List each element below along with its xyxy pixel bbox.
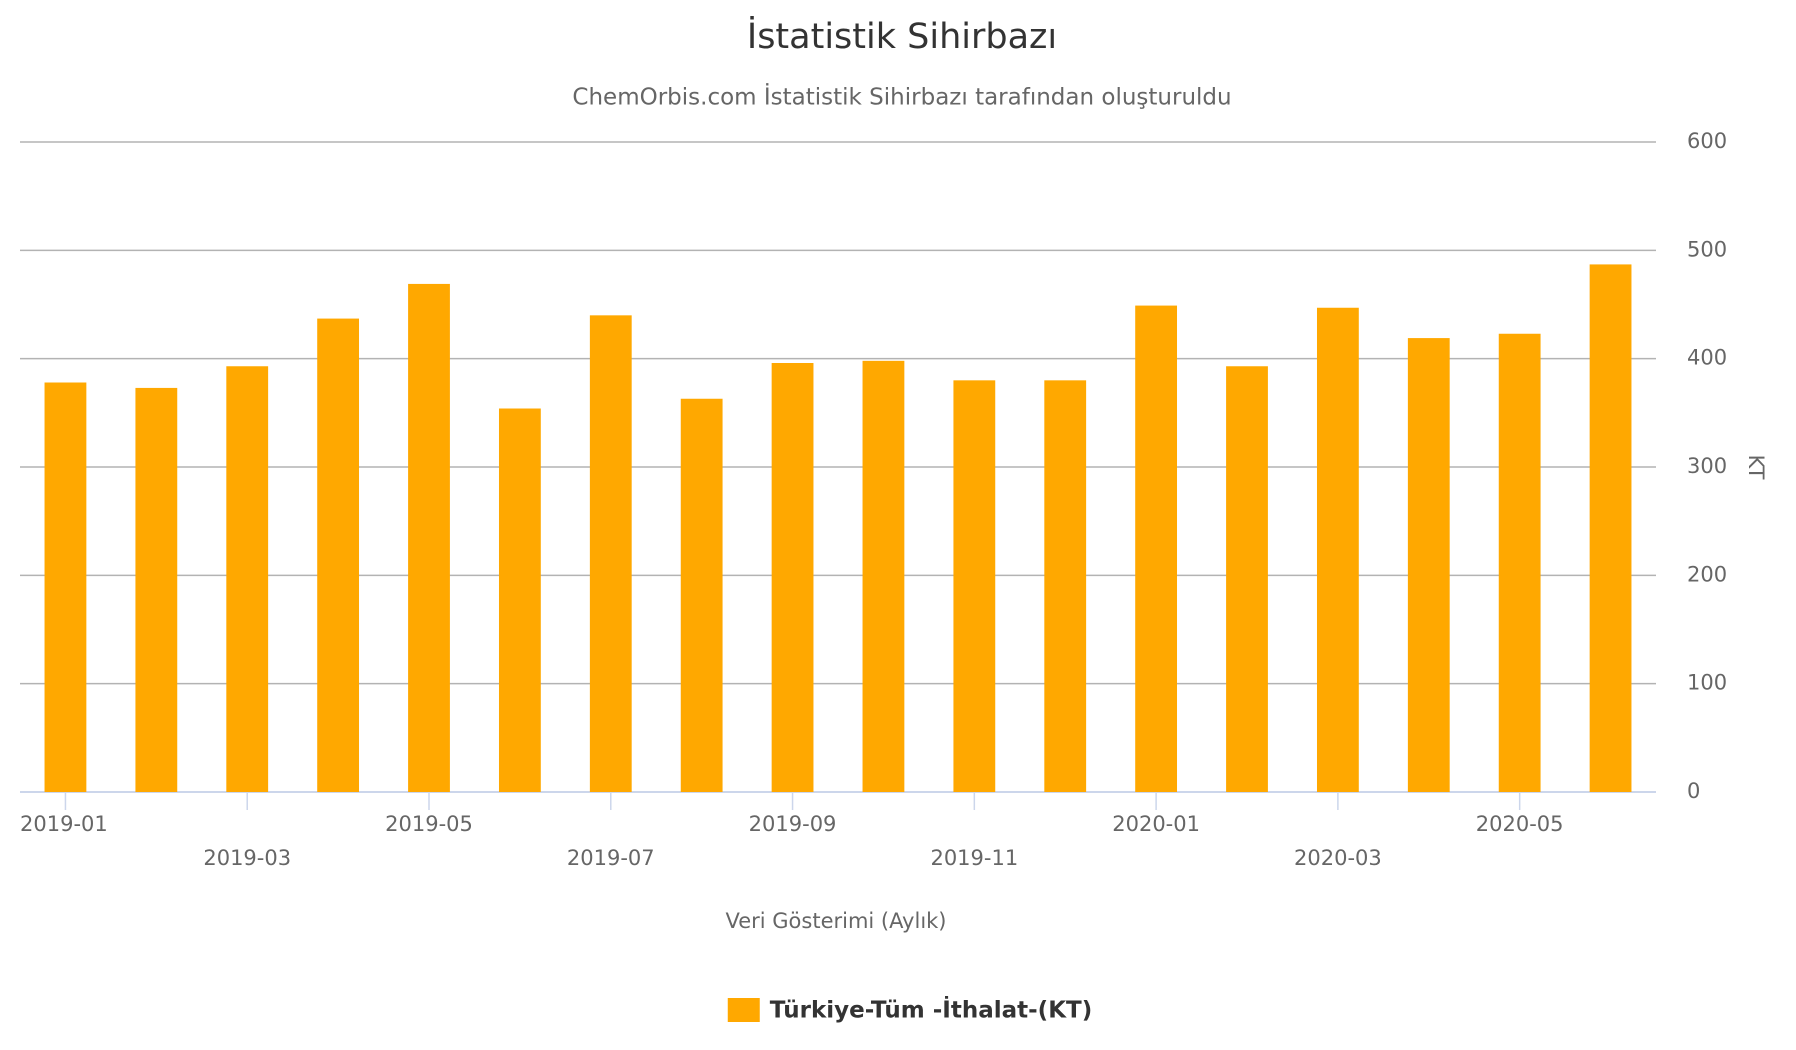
bar — [771, 363, 814, 792]
bar — [589, 315, 632, 792]
bar — [317, 318, 360, 792]
x-tick-label: 2020-05 — [1476, 812, 1564, 836]
y-tick-label: 100 — [1687, 671, 1727, 695]
bar — [1316, 307, 1359, 792]
x-tick-label: 2019-11 — [930, 846, 1018, 870]
bar — [1044, 380, 1087, 792]
x-tick-label: 2020-01 — [1112, 812, 1200, 836]
bar — [408, 283, 450, 792]
bar — [1498, 333, 1541, 792]
chart-title: İstatistik Sihirbazı — [747, 15, 1057, 57]
x-tick-label: 2019-03 — [203, 846, 291, 870]
y-tick-label: 600 — [1687, 129, 1727, 153]
bar — [1589, 264, 1632, 793]
bar — [680, 398, 723, 792]
x-tick-label: 2019-09 — [749, 812, 837, 836]
bar — [226, 366, 269, 792]
chart-subtitle: ChemOrbis.com İstatistik Sihirbazı taraf… — [572, 83, 1231, 111]
y-axis-title: KT — [1744, 455, 1768, 480]
x-tick-label: 2019-05 — [385, 812, 473, 836]
bar — [1135, 305, 1178, 792]
bar — [498, 408, 541, 792]
bar — [135, 387, 178, 792]
y-tick-label: 200 — [1687, 562, 1727, 586]
bar — [1407, 338, 1450, 792]
bar — [1226, 366, 1268, 792]
bar — [44, 382, 87, 792]
legend-label: Türkiye-Tüm -İthalat-(KT) — [770, 996, 1092, 1024]
bar — [862, 360, 905, 792]
y-tick-label: 500 — [1687, 237, 1727, 261]
x-tick-label: 2019-01 — [20, 812, 108, 836]
y-tick-label: 0 — [1687, 779, 1700, 803]
y-tick-label: 400 — [1687, 346, 1727, 370]
x-axis-title: Veri Gösterimi (Aylık) — [725, 909, 946, 933]
x-tick-label: 2020-03 — [1294, 846, 1382, 870]
x-tick-label: 2019-07 — [567, 846, 655, 870]
bar — [953, 380, 996, 792]
legend-swatch — [727, 998, 760, 1022]
y-tick-label: 300 — [1687, 454, 1727, 478]
